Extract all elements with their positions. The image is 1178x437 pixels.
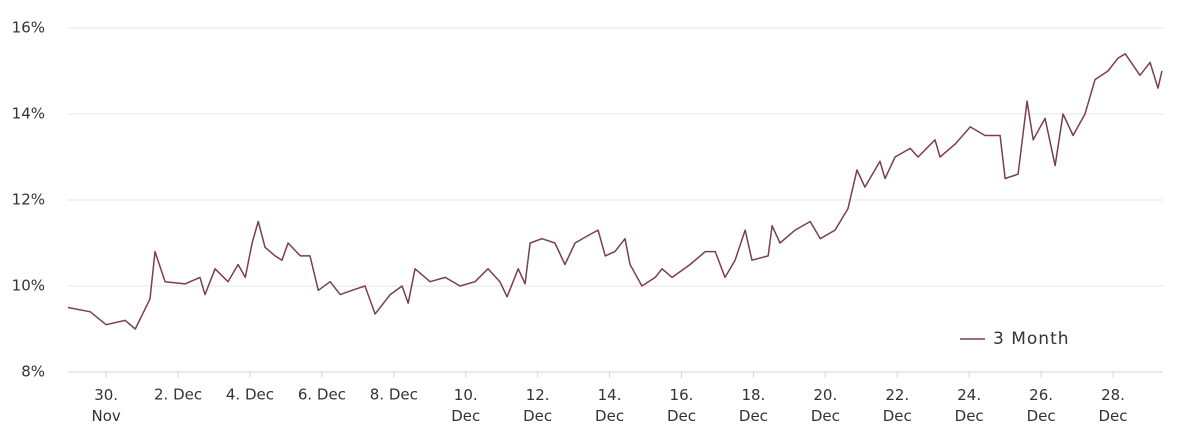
x-tick-label: 14. Dec [595, 386, 624, 425]
x-tick-label: 30. Nov [91, 386, 120, 425]
x-tick-label-line: Dec [1027, 407, 1056, 425]
x-tick-label-line: 28. [1101, 386, 1125, 404]
x-tick-label-line: Dec [883, 407, 912, 425]
x-tick-label-line: 14. [598, 386, 622, 404]
x-tick-label-line: 16. [670, 386, 694, 404]
x-tick-label-line: Nov [91, 407, 120, 425]
x-tick-label-line: 26. [1029, 386, 1053, 404]
x-tick-label-line: 20. [813, 386, 837, 404]
legend-label: 3 Month [993, 329, 1070, 349]
y-tick-label: 10% [12, 277, 45, 295]
x-tick-label: 10. Dec [451, 386, 480, 425]
x-tick-label: 24. Dec [955, 386, 984, 425]
x-tick-label: 26. Dec [1027, 386, 1056, 425]
x-tick-label: 16. Dec [667, 386, 696, 425]
x-tick-label-line: 10. [454, 386, 478, 404]
y-tick-label: 14% [12, 105, 45, 123]
legend-item: 3 Month [960, 329, 1070, 349]
x-tick-label-line: Dec [595, 407, 624, 425]
y-tick-label: 8% [21, 363, 45, 381]
x-tick-label: 8. Dec [370, 386, 418, 404]
x-tick-label-line: Dec [739, 407, 768, 425]
x-tick-label: 12. Dec [523, 386, 552, 425]
x-tick-label-line: Dec [451, 407, 480, 425]
x-tick-label: 4. Dec [226, 386, 274, 404]
x-tick-label-line: 12. [526, 386, 550, 404]
series-line [67, 53, 1163, 330]
x-tick-label: 22. Dec [883, 386, 912, 425]
x-tick-label: 2. Dec [154, 386, 202, 404]
x-tick-label-line: Dec [955, 407, 984, 425]
x-tick-label-line: Dec [811, 407, 840, 425]
x-tick-label-line: 22. [885, 386, 909, 404]
x-tick-label-line: Dec [1098, 407, 1127, 425]
x-tick-label: 18. Dec [739, 386, 768, 425]
x-tick-label-line: 24. [957, 386, 981, 404]
x-tick-label-line: 18. [741, 386, 765, 404]
x-tick-label-line: Dec [667, 407, 696, 425]
x-tick-label-line: 30. [94, 386, 118, 404]
x-tick-label: 20. Dec [811, 386, 840, 425]
y-tick-label: 12% [12, 191, 45, 209]
x-tick-label: 28. Dec [1098, 386, 1127, 425]
x-tick-label-line: Dec [523, 407, 552, 425]
x-tick-label: 6. Dec [298, 386, 346, 404]
y-tick-label: 16% [12, 19, 45, 37]
